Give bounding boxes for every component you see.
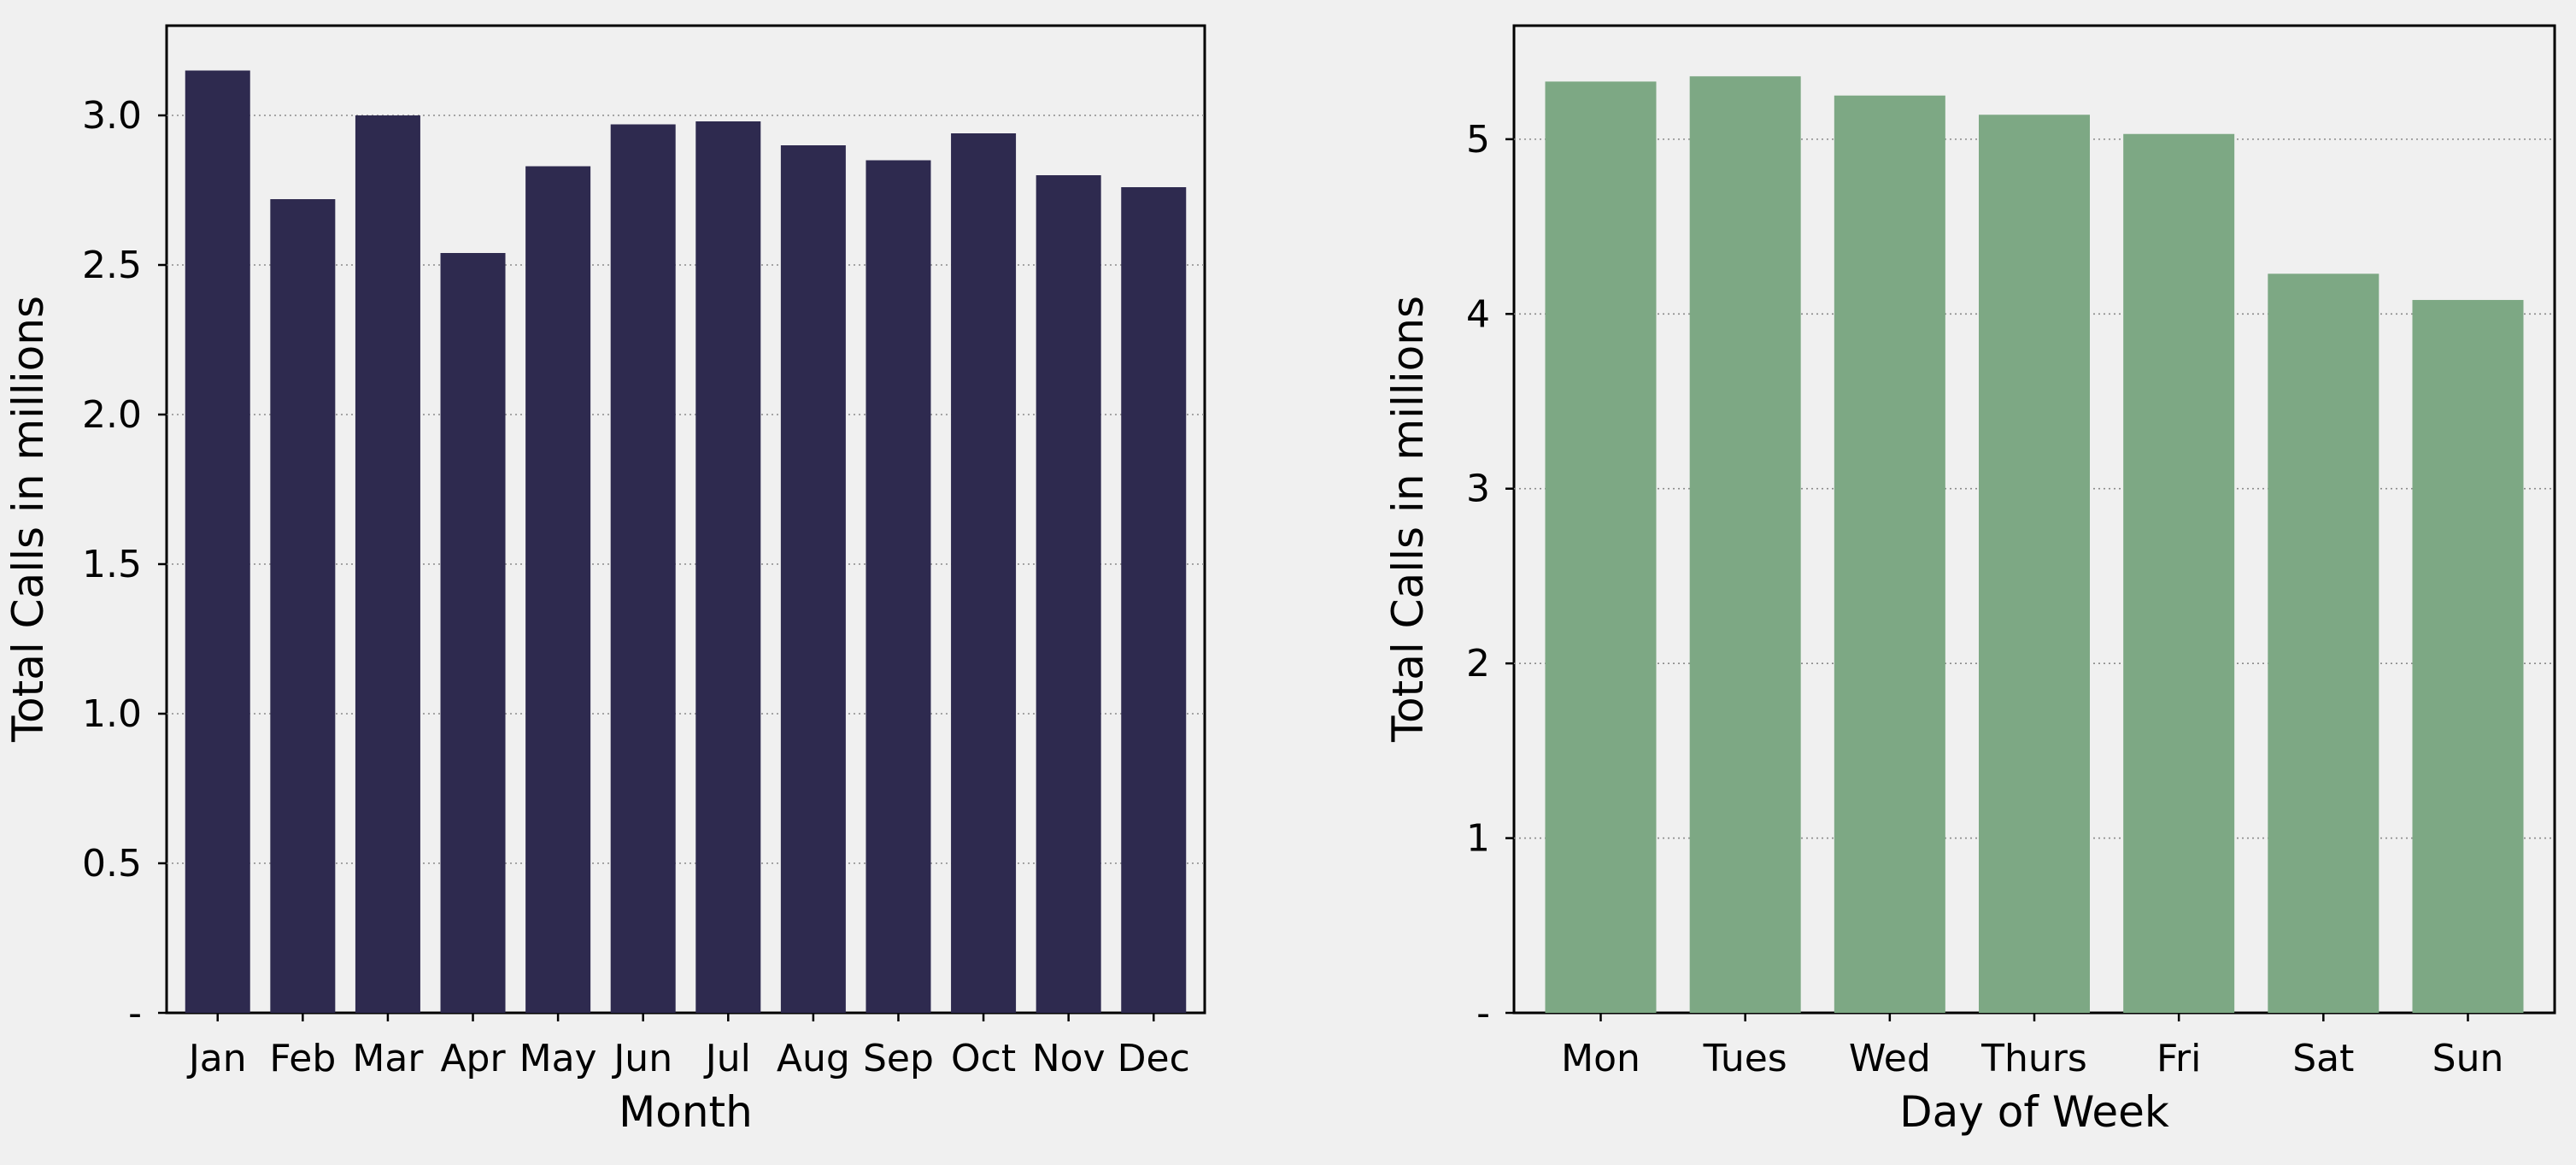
month-bar-jun — [610, 124, 676, 1013]
month-bar-feb — [270, 199, 336, 1013]
month-bar-may — [525, 166, 591, 1013]
weekday-y-tick-label: - — [1476, 991, 1490, 1035]
month-x-tick-label-mar: Mar — [352, 1037, 424, 1080]
weekday-x-tick-label-sun: Sun — [2432, 1037, 2504, 1080]
weekday-bar-tues — [1689, 76, 1801, 1013]
month-y-tick-label: - — [128, 991, 142, 1035]
weekday-bar-fri — [2123, 133, 2235, 1013]
month-y-tick-label: 0.5 — [82, 842, 142, 886]
monthly-calls-chart: - 0.5 1.0 1.5 2.0 2.5 3.0 Jan Feb Mar Apr May Jun Jul… — [3, 24, 1206, 1137]
month-x-tick-label-jan: Jan — [186, 1037, 247, 1080]
month-x-tick-label-nov: Nov — [1032, 1037, 1106, 1080]
month-y-tick-label: 2.0 — [82, 393, 142, 437]
month-bar-aug — [780, 145, 846, 1013]
month-bar-mar — [355, 115, 420, 1013]
weekday-x-tick-label-wed: Wed — [1849, 1037, 1931, 1080]
month-x-tick-label-oct: Oct — [951, 1037, 1016, 1080]
month-y-tick-label: 2.5 — [82, 244, 142, 287]
month-x-tick-label-may: May — [519, 1037, 597, 1080]
month-x-tick-label-jun: Jun — [611, 1037, 672, 1080]
weekday-y-axis-label: Total Calls in millions — [1383, 296, 1433, 743]
month-x-tick-label-sep: Sep — [863, 1037, 934, 1080]
month-y-axis-label: Total Calls in millions — [3, 296, 53, 743]
weekday-bar-sun — [2412, 299, 2524, 1013]
month-bar-jan — [185, 70, 250, 1013]
month-x-tick-label-aug: Aug — [777, 1037, 850, 1080]
month-bar-dec — [1121, 187, 1187, 1013]
weekday-calls-chart: - 1 2 3 4 5 Mon Tues Wed Thurs Fri Sat Sun Day of Wee… — [1383, 24, 2556, 1137]
weekday-y-tick-label: 1 — [1466, 817, 1490, 861]
month-y-tick-label: 3.0 — [82, 94, 142, 138]
weekday-x-tick-label-tues: Tues — [1703, 1037, 1787, 1080]
month-x-tick-label-feb: Feb — [269, 1037, 336, 1080]
weekday-bar-wed — [1834, 95, 1945, 1014]
month-axis-frame — [165, 24, 1206, 1015]
weekday-y-tick-label: 2 — [1466, 642, 1490, 685]
month-x-tick-label-jul: Jul — [703, 1037, 751, 1080]
weekday-x-axis-label: Day of Week — [1899, 1087, 2169, 1137]
weekday-x-tick-label-fri: Fri — [2156, 1037, 2201, 1080]
month-x-tick-label-dec: Dec — [1118, 1037, 1190, 1080]
month-bar-apr — [440, 253, 506, 1013]
weekday-y-tick-label: 5 — [1466, 118, 1490, 162]
weekday-x-tick-label-thurs: Thurs — [1980, 1037, 2087, 1080]
month-bar-sep — [866, 160, 931, 1013]
month-x-tick-label-apr: Apr — [440, 1037, 506, 1080]
weekday-bar-sat — [2268, 274, 2379, 1013]
month-bar-jul — [695, 121, 761, 1013]
month-bar-nov — [1036, 175, 1101, 1013]
month-y-tick-label: 1.5 — [82, 543, 142, 586]
weekday-bar-mon — [1545, 81, 1657, 1014]
weekday-x-tick-label-mon: Mon — [1561, 1037, 1640, 1080]
weekday-y-tick-label: 4 — [1466, 292, 1490, 336]
weekday-y-tick-label: 3 — [1466, 468, 1490, 511]
weekday-x-tick-label-sat: Sat — [2292, 1037, 2354, 1080]
weekday-bar-thurs — [1979, 115, 2090, 1014]
month-bar-oct — [951, 133, 1017, 1013]
month-x-axis-label: Month — [619, 1087, 753, 1137]
month-y-tick-label: 1.0 — [82, 692, 142, 736]
